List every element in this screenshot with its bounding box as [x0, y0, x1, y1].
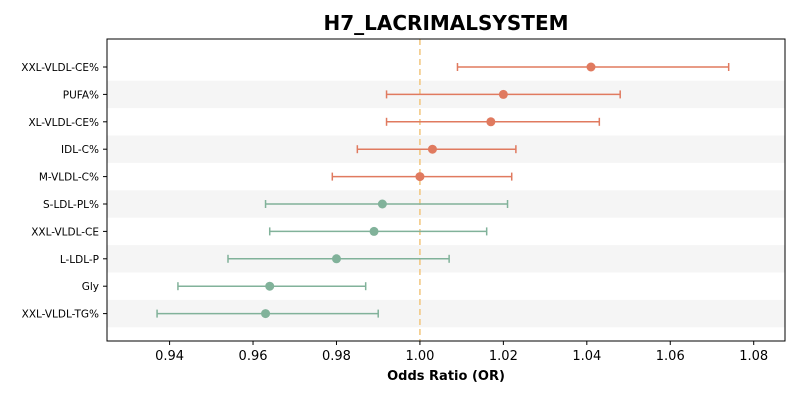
x-tick-label: 1.08: [739, 349, 768, 364]
x-tick-label: 1.06: [656, 349, 685, 364]
or-point: [415, 172, 425, 182]
y-axis: XXL-VLDL-CE% PUFA% XL-VLDL-CE% IDL-C% M-VLDL…: [21, 62, 107, 321]
x-tick-label: 0.96: [239, 349, 268, 364]
plot-frame: [106, 38, 786, 342]
forest-row: [227, 254, 450, 264]
x-axis-label: Odds Ratio (OR): [387, 369, 505, 384]
x-tick-label: 1.00: [405, 349, 434, 364]
or-point: [427, 144, 437, 154]
data-marks: [156, 62, 730, 319]
or-point: [261, 309, 271, 319]
forest-row: [331, 172, 513, 182]
y-tick-label: XL-VLDL-CE%: [28, 117, 99, 129]
or-point: [498, 89, 508, 99]
forest-row: [356, 144, 517, 154]
forest-row: [385, 117, 601, 127]
y-tick-label: IDL-C%: [61, 144, 99, 156]
y-tick-label: XXL-VLDL-CE%: [21, 62, 99, 74]
y-tick-label: M-VLDL-C%: [39, 172, 99, 184]
y-tick-label: XXL-VLDL-CE: [31, 226, 99, 238]
forest-row: [268, 226, 488, 236]
y-tick-label: L-LDL-P: [60, 254, 99, 266]
forest-row: [385, 89, 621, 99]
x-tick-label: 0.98: [322, 349, 351, 364]
or-point: [265, 281, 275, 291]
forest-row: [456, 62, 730, 72]
or-point: [369, 226, 379, 236]
or-point: [377, 199, 387, 209]
forest-row: [264, 199, 509, 209]
x-axis: 0.94 0.96 0.98 1.00 1.02 1.04 1.06 1.08: [155, 341, 768, 364]
y-tick-label: PUFA%: [63, 89, 99, 101]
chart-title: H7_LACRIMALSYSTEM: [323, 11, 568, 35]
y-tick-label: S-LDL-PL%: [43, 199, 99, 211]
forest-row: [156, 309, 379, 319]
forest-row: [177, 281, 367, 291]
x-tick-label: 1.04: [572, 349, 601, 364]
or-point: [486, 117, 496, 127]
y-tick-label: XXL-VLDL-TG%: [22, 309, 99, 321]
or-point: [331, 254, 341, 264]
x-tick-label: 0.94: [155, 349, 184, 364]
x-tick-label: 1.02: [489, 349, 518, 364]
or-point: [586, 62, 596, 72]
y-tick-label: Gly: [82, 281, 99, 293]
